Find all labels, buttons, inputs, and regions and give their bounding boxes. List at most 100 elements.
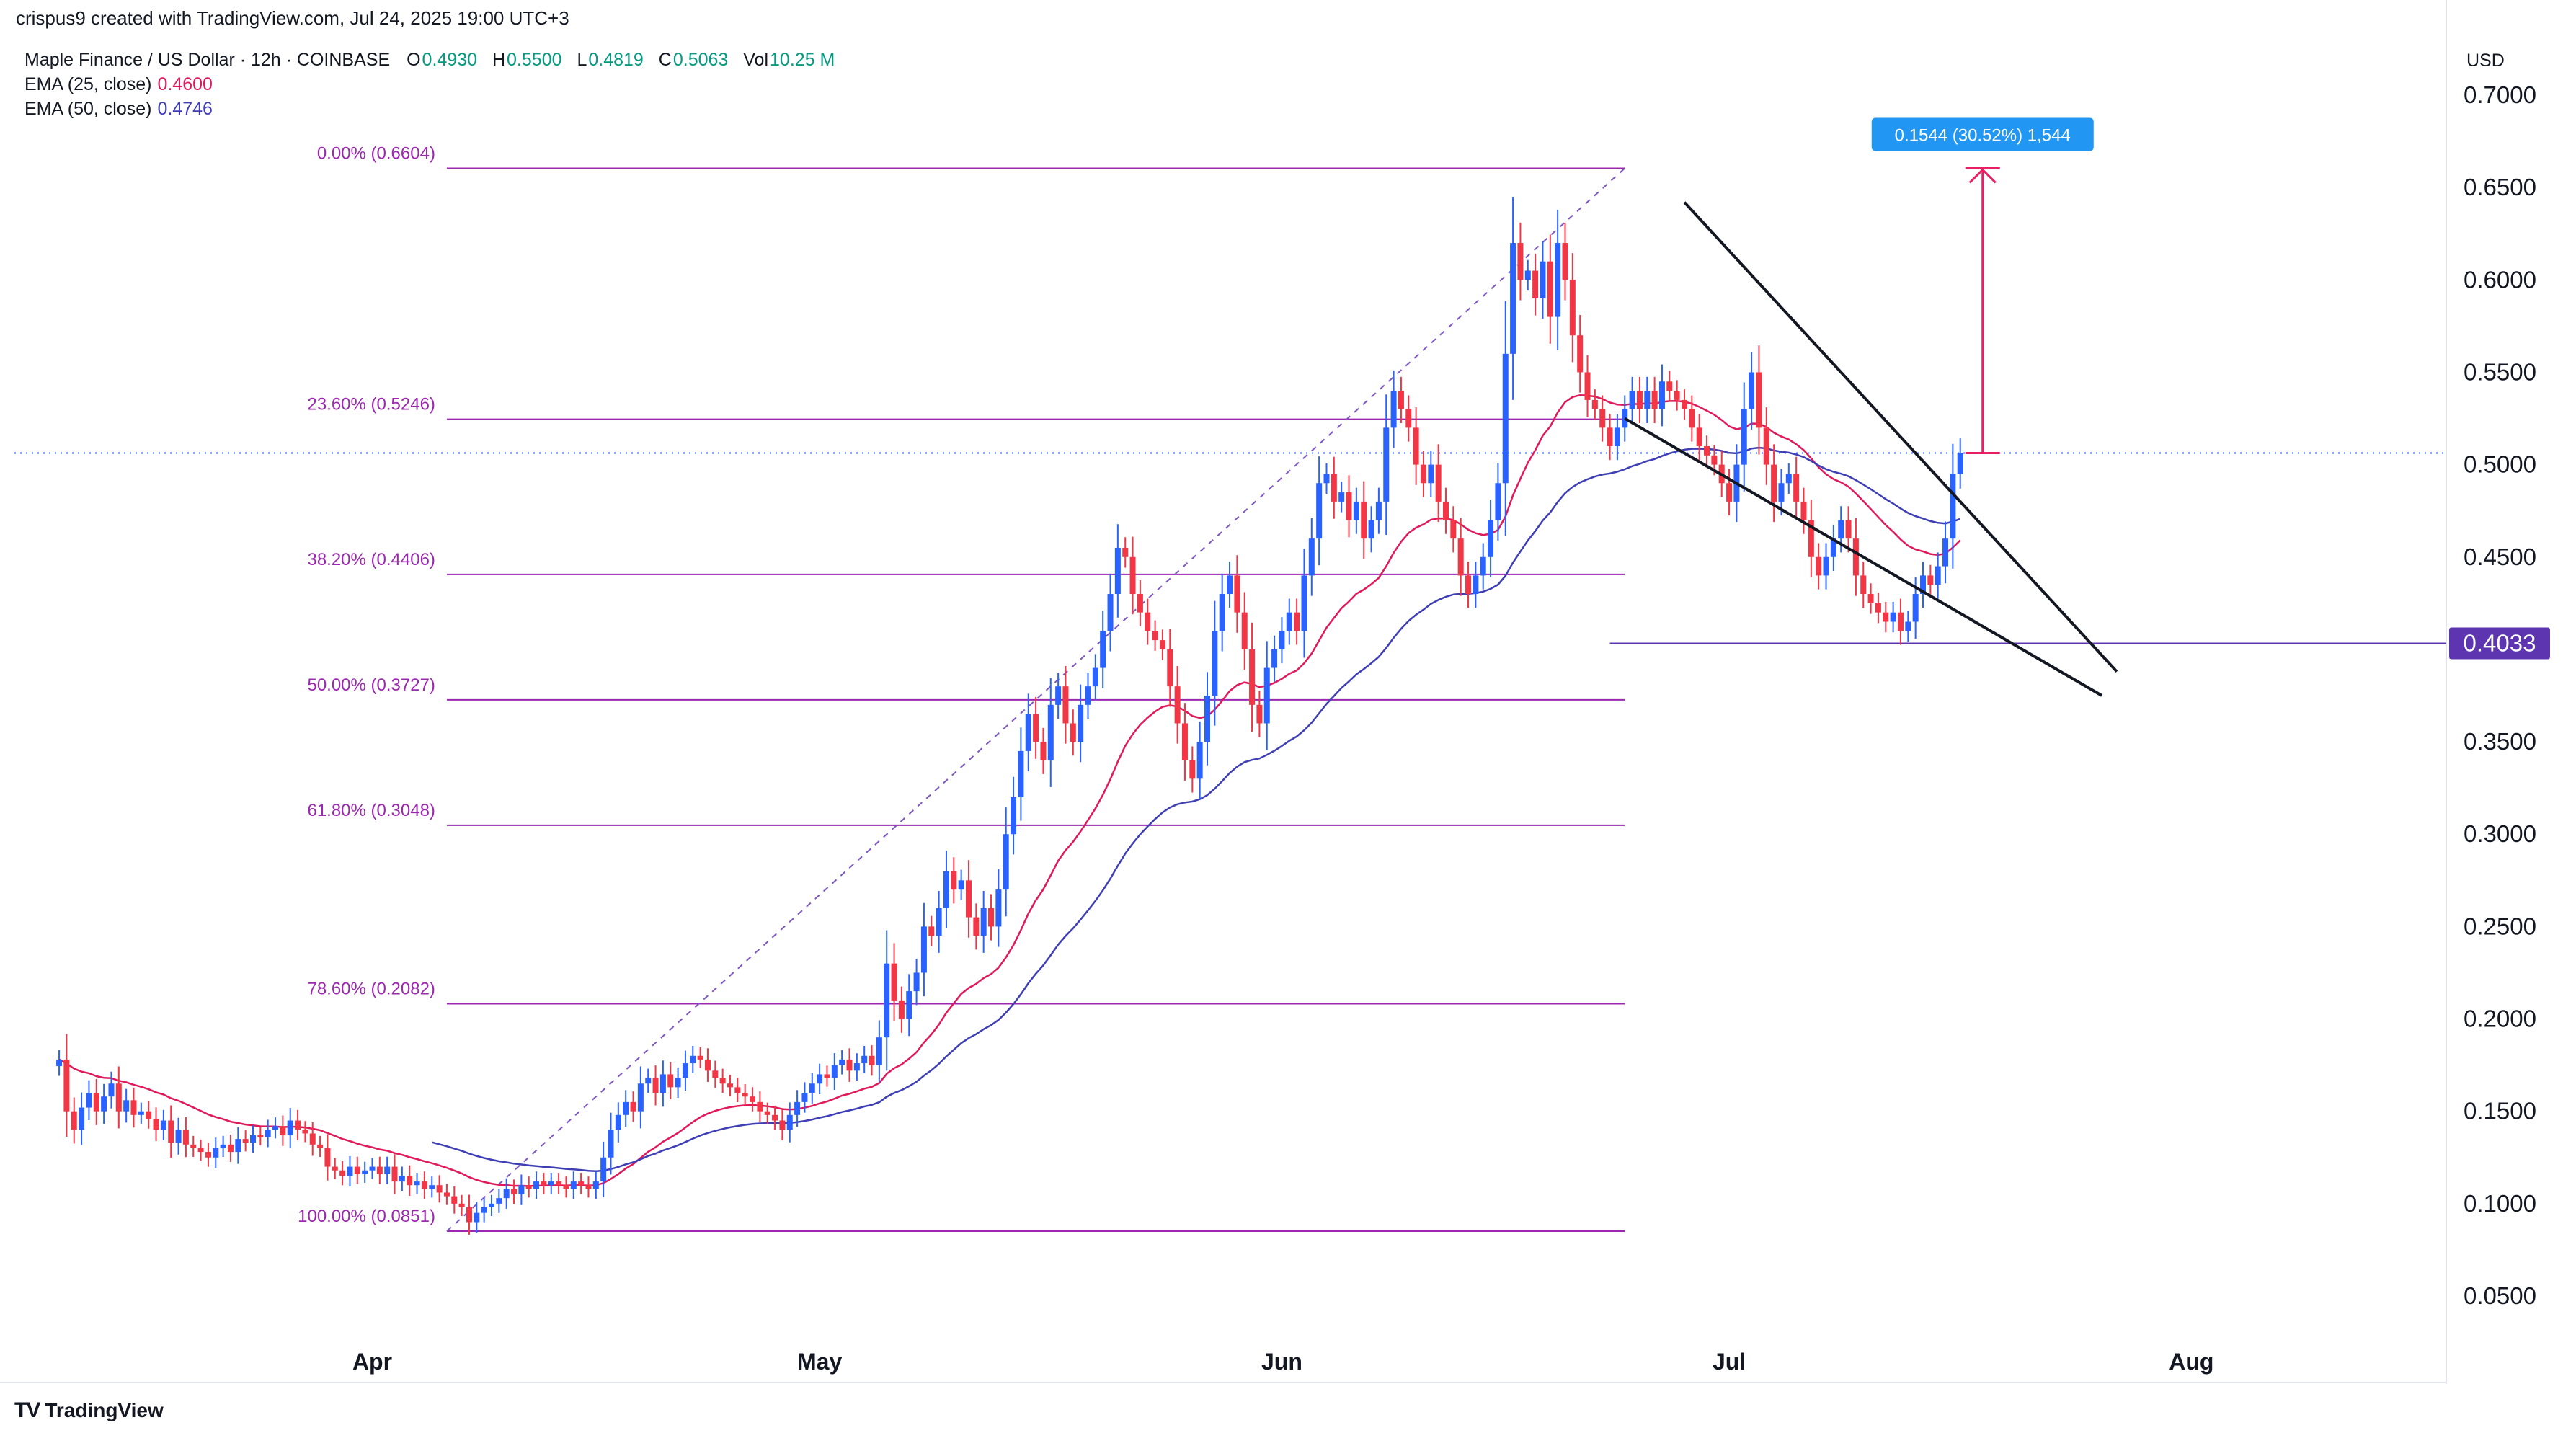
currency-label[interactable]: USD [2466,50,2505,71]
candle-body [421,1181,427,1189]
tradingview-logo-icon: TV [14,1398,40,1422]
candle-body [1413,427,1419,465]
candle-body [458,1203,465,1207]
candle-body [1830,538,1836,557]
candle-body [772,1114,778,1121]
candle-body [1867,594,1874,603]
candle-body [1040,742,1047,760]
time-axis[interactable]: Apr May Jun Jul Aug [352,1349,2214,1375]
candle-body [637,1083,644,1112]
candle-body [518,1185,525,1195]
candle-body [1078,704,1084,742]
measure-label: 0.1544 (30.52%) 1,544 [1895,125,2071,145]
candle-body [489,1203,494,1207]
candle-body [764,1111,770,1115]
candle-body [1942,538,1949,567]
candle-body [1241,612,1248,649]
candle-body [153,1118,159,1130]
y-tick-label: 0.5500 [2464,358,2536,385]
candle-body [1636,391,1643,409]
y-tick-label: 0.6000 [2464,266,2536,293]
candle-body [1405,409,1412,428]
price-axis[interactable]: 0.0500 0.1000 0.1500 0.2000 0.2500 0.3000 0.35… [2449,81,2550,1309]
fib-retracement[interactable]: 0.00% (0.6604) 23.60% (0.5246) 38.20% (0.4… [298,143,1625,1233]
candle-body [1935,566,1941,585]
candle-body [1308,538,1315,576]
candle-body [1651,391,1658,409]
candle-body [1435,464,1442,502]
candle-body [1196,742,1203,779]
price-range-measure[interactable]: 0.1544 (30.52%) 1,544 [1871,117,2094,454]
candle-body [876,1037,882,1065]
candle-body [182,1130,189,1145]
candle-body [376,1166,383,1174]
falling-wedge[interactable] [1624,201,2118,697]
candle-body [443,1192,450,1197]
candle-body [1927,575,1934,585]
candle-body [1227,575,1233,595]
candle-body [399,1176,405,1182]
support-price-badge [2449,627,2550,660]
candle-body [496,1198,502,1204]
y-tick-label: 0.2000 [2464,1006,2536,1032]
candle-body [988,908,995,927]
candle-body [205,1152,211,1158]
low-value: 0.4819 [588,50,644,70]
x-tick-label: May [797,1349,842,1375]
symbol-title[interactable]: Maple Finance / US Dollar · 12h · COINBA… [25,50,391,70]
candle-body [1420,464,1426,484]
candle-body [734,1087,741,1093]
ema-lines [58,394,1961,1187]
ema25-value: 0.4600 [157,74,213,94]
candle-body [1204,696,1210,742]
fib-level-label: 38.20% (0.4406) [307,550,435,569]
candle-body [973,917,980,936]
ema50-line [431,446,1961,1173]
candle-body [1114,547,1121,595]
candle-body [1383,427,1390,502]
candle-body [227,1144,234,1153]
candle-body [801,1093,808,1102]
candle-body [414,1181,420,1186]
candle-body [652,1078,659,1093]
candle-body [615,1114,621,1130]
candle-body [93,1093,99,1112]
candle-body [1912,594,1919,622]
candle-body [1532,270,1539,298]
candle-body [861,1055,868,1064]
candle-body [1234,575,1240,613]
candle-body [295,1120,301,1130]
candle-body [1457,538,1464,576]
candle-body [56,1059,63,1067]
candle-body [1107,594,1114,631]
candle-body [1808,520,1814,557]
candle-body [630,1101,636,1112]
candle-body [704,1059,711,1071]
candle-body [1353,501,1359,520]
high-value: 0.5500 [507,50,562,70]
candle-body [1823,556,1829,576]
candle-body [1346,492,1352,520]
candle-body [324,1148,331,1167]
candle-body [1129,556,1136,595]
candle-body [928,926,935,936]
candle-body [951,871,957,890]
legend-ema25-row[interactable]: EMA (25, close) 0.4600 [25,74,213,94]
candle-body [556,1181,562,1186]
candle-body [1047,704,1054,760]
x-tick-label: Jun [1261,1349,1302,1375]
candle-body [101,1096,107,1112]
candle-body [190,1144,197,1148]
candle-body [1741,409,1747,465]
candle-body [272,1126,279,1130]
candle-body [742,1093,748,1097]
candle-body [1696,427,1702,446]
candle-body [407,1176,413,1186]
candle-body [511,1189,518,1195]
candle-body [1025,714,1031,751]
candle-body [1092,667,1098,687]
candle-body [429,1185,435,1189]
candle-body [898,1000,905,1019]
legend-ema50-row[interactable]: EMA (50, close) 0.4746 [25,99,213,119]
